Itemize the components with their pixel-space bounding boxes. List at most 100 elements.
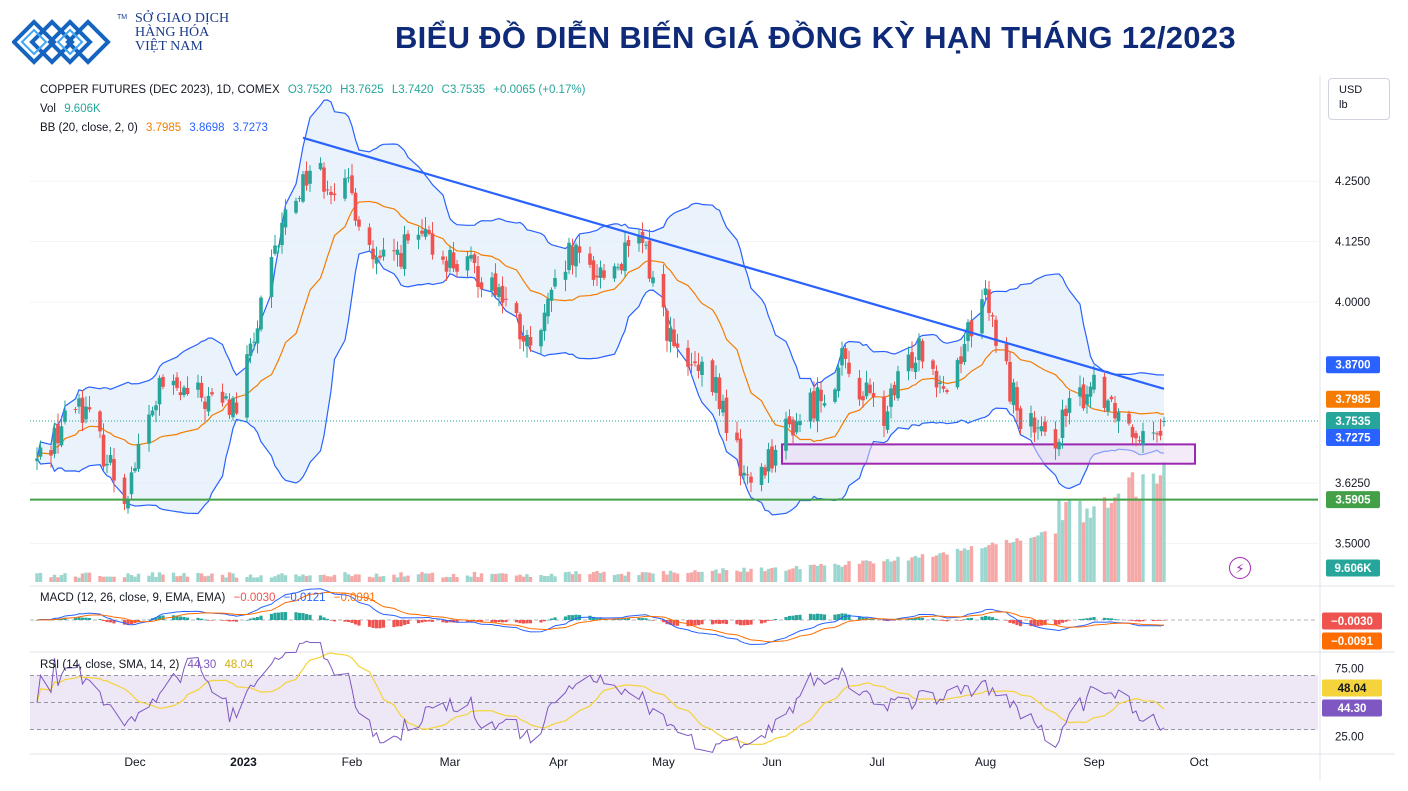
macd-histogram-bar bbox=[122, 620, 127, 625]
volume-bar bbox=[1015, 538, 1019, 582]
macd-histogram-bar bbox=[1127, 620, 1131, 621]
macd-histogram-bar bbox=[546, 619, 550, 621]
chart-title: BIỂU ĐỒ DIỄN BIẾN GIÁ ĐỒNG KỲ HẠN THÁNG … bbox=[395, 20, 1236, 55]
macd-histogram-bar bbox=[700, 620, 704, 625]
price-tag-box bbox=[1326, 356, 1380, 374]
macd-histogram-bar bbox=[136, 620, 141, 622]
candle-body bbox=[913, 362, 918, 373]
volume-bar bbox=[574, 571, 578, 582]
volume-bar bbox=[77, 577, 81, 582]
rsi-tick-label: 75.00 bbox=[1335, 664, 1364, 676]
volume-bar bbox=[479, 573, 484, 582]
macd-histogram-bar bbox=[98, 619, 102, 620]
rsi-line bbox=[36, 640, 1165, 753]
volume-bar bbox=[84, 572, 88, 582]
macd-histogram-bar bbox=[871, 619, 876, 620]
legend-bb-mid: 3.7985 bbox=[146, 122, 182, 134]
volume-bar bbox=[1116, 493, 1121, 582]
currency-unit-button[interactable]: USD lb bbox=[1328, 78, 1390, 120]
volume-bar bbox=[773, 567, 778, 582]
x-tick-label: Jun bbox=[762, 755, 781, 769]
candle-body bbox=[374, 257, 379, 264]
candle-body bbox=[619, 264, 624, 271]
candle-body bbox=[906, 354, 911, 372]
macd-histogram-bar bbox=[1057, 620, 1061, 625]
candle-body bbox=[549, 289, 554, 301]
candle-body bbox=[857, 377, 862, 400]
volume-bar bbox=[1085, 508, 1089, 582]
macd-histogram-bar bbox=[283, 612, 288, 620]
candle-body bbox=[661, 273, 666, 308]
candle-body bbox=[381, 249, 386, 257]
volume-bar bbox=[1053, 533, 1058, 582]
macd-histogram-bar bbox=[689, 620, 694, 627]
legend-low: L3.7420 bbox=[391, 84, 434, 96]
candle-body bbox=[1113, 402, 1117, 419]
candle-body bbox=[528, 336, 533, 346]
macd-histogram-bar bbox=[423, 620, 428, 622]
macd-histogram-bar bbox=[416, 620, 421, 624]
macd-histogram-bar bbox=[1155, 620, 1159, 621]
macd-histogram-bar bbox=[101, 620, 106, 622]
macd-histogram-bar bbox=[1008, 620, 1012, 623]
candle-body bbox=[626, 240, 631, 246]
macd-histogram-bar bbox=[945, 620, 949, 622]
candle-body bbox=[525, 334, 529, 347]
macd-histogram-bar bbox=[742, 620, 746, 626]
macd-histogram-bar bbox=[819, 613, 823, 620]
legend-close: C3.7535 bbox=[441, 84, 486, 96]
candle-body bbox=[1067, 398, 1072, 413]
macd-histogram-bar bbox=[147, 619, 151, 621]
macd-histogram-bar bbox=[63, 617, 67, 620]
candle-body bbox=[318, 162, 323, 170]
macd-histogram-bar bbox=[1036, 620, 1040, 627]
macd-histogram-bar bbox=[259, 615, 263, 620]
macd-histogram-bar bbox=[182, 616, 186, 620]
volume-bar bbox=[906, 560, 911, 582]
macd-histogram-bar bbox=[308, 614, 312, 620]
candle-body bbox=[518, 314, 522, 340]
y-tick-label: 3.5000 bbox=[1335, 538, 1370, 550]
volume-bar bbox=[959, 550, 963, 582]
macd-histogram-bar bbox=[542, 620, 547, 622]
volume-bar bbox=[87, 572, 92, 582]
candle-body bbox=[910, 352, 914, 369]
candle-body bbox=[882, 396, 886, 426]
macd-histogram-bar bbox=[465, 620, 470, 623]
candle-body bbox=[1081, 384, 1086, 409]
macd-histogram-bar bbox=[836, 614, 841, 620]
macd-histogram-bar bbox=[686, 620, 690, 627]
candle-body bbox=[836, 367, 841, 392]
volume-bar bbox=[245, 577, 249, 582]
lightning-icon[interactable]: ⚡ bbox=[1229, 557, 1251, 579]
price-tag-box bbox=[1326, 390, 1380, 408]
volume-bar bbox=[1078, 500, 1082, 582]
volume-bar bbox=[38, 572, 43, 582]
candle-body bbox=[749, 476, 753, 483]
volume-bar bbox=[56, 577, 60, 582]
candle-body bbox=[686, 347, 690, 367]
candle-body bbox=[735, 432, 739, 441]
volume-bar bbox=[304, 576, 309, 582]
macd-histogram-bar bbox=[350, 620, 354, 623]
macd-histogram-bar bbox=[178, 616, 183, 620]
candle-body bbox=[647, 240, 652, 279]
candle-body bbox=[133, 468, 137, 472]
volume-bar bbox=[1106, 507, 1110, 582]
volume-bar bbox=[1018, 540, 1023, 582]
candle-body bbox=[889, 388, 893, 407]
candle-body bbox=[812, 391, 816, 419]
candle-body bbox=[252, 341, 256, 343]
macd-histogram-bar bbox=[1137, 620, 1142, 622]
volume-bar bbox=[700, 571, 704, 582]
candle-body bbox=[885, 411, 890, 430]
candle-body bbox=[353, 192, 358, 221]
volume-bar bbox=[234, 577, 239, 582]
candle-body bbox=[700, 361, 704, 375]
candle-body bbox=[1158, 430, 1163, 436]
macd-histogram-bar bbox=[1078, 618, 1082, 620]
macd-histogram-bar bbox=[1151, 620, 1156, 622]
volume-bar bbox=[612, 575, 617, 582]
volume-bar bbox=[276, 574, 281, 582]
x-tick-label: Jul bbox=[869, 755, 884, 769]
